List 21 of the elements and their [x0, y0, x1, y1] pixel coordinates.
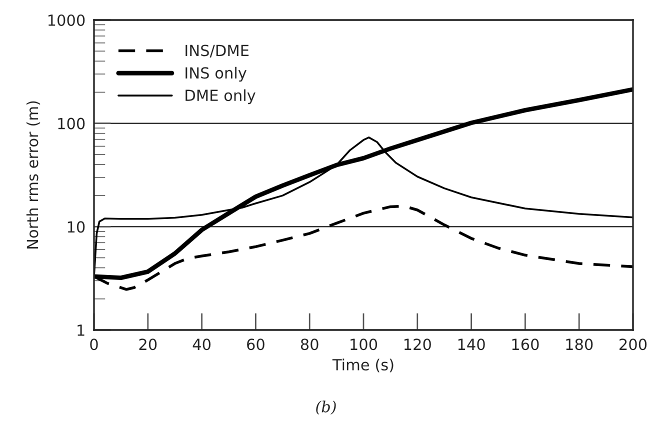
x-tick-label: 40 [192, 338, 211, 350]
y-tick-label: 10 [68, 221, 85, 233]
x-axis-title: Time (s) [332, 358, 394, 372]
x-tick-label: 80 [300, 338, 318, 350]
y-axis-title: North rms error (m) [26, 101, 40, 248]
text: (b) [316, 400, 336, 415]
x-tick-label: 180 [566, 338, 593, 350]
legend-label: INS/DME [186, 44, 249, 58]
x-tick-label: 160 [512, 338, 539, 350]
x-tick-label: 60 [247, 338, 264, 350]
legend-label: DME only [186, 89, 256, 104]
x-tick-label: 20 [139, 338, 157, 350]
x-tick-label: 100 [350, 338, 378, 350]
x-tick-label: 0 [90, 338, 98, 350]
legend-label: INS only [186, 66, 246, 82]
x-tick-label: 140 [458, 338, 485, 350]
y-tick-label: 1000 [48, 14, 85, 26]
y-tick-label: 1 [78, 324, 84, 336]
y-tick-label: 100 [58, 118, 85, 130]
x-tick-label: 120 [404, 338, 431, 350]
x-tick-label: 200 [620, 338, 647, 350]
